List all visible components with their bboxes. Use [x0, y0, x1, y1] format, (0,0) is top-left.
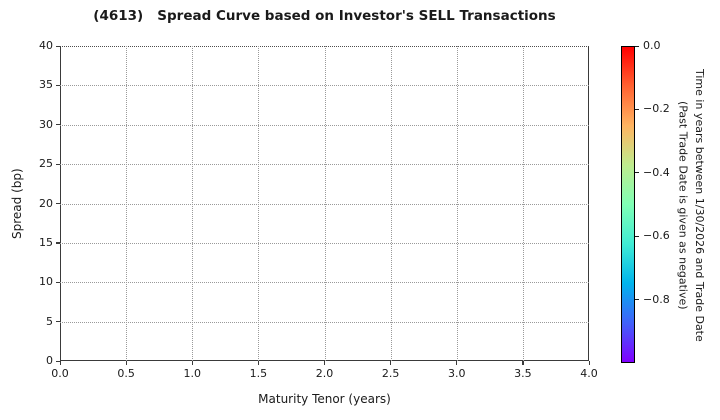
gridline-y	[60, 85, 589, 87]
x-tick-label: 1.5	[249, 367, 268, 380]
y-tick-mark	[56, 124, 60, 126]
y-tick-label: 20	[39, 196, 53, 210]
colorbar-label-line1: Time in years between 1/30/2026 and Trad…	[693, 68, 706, 342]
y-tick-mark	[56, 360, 60, 362]
y-tick-label: 30	[39, 117, 53, 131]
colorbar-tick-label: −0.2	[643, 102, 670, 116]
gridline-y	[60, 282, 589, 284]
x-tick-mark	[588, 361, 590, 365]
x-tick-mark	[59, 361, 61, 365]
x-tick-label: 0.5	[117, 367, 135, 380]
colorbar-tick-mark	[635, 299, 639, 301]
gridline-y	[60, 203, 589, 205]
y-tick-label: 15	[39, 235, 53, 249]
x-tick-mark	[390, 361, 392, 365]
x-tick-label: 3.0	[448, 367, 466, 380]
colorbar-label: Time in years between 1/30/2026 and Trad…	[674, 40, 707, 370]
x-tick-label: 2.0	[315, 367, 334, 380]
x-tick-label: 2.5	[381, 367, 400, 380]
x-tick-label: 0.0	[51, 367, 69, 380]
gridline-y	[60, 242, 589, 244]
y-tick-mark	[56, 163, 60, 165]
colorbar-tick-mark	[635, 235, 639, 237]
x-tick-mark	[257, 361, 260, 365]
gridline-y	[60, 321, 589, 323]
y-tick-label: 35	[39, 78, 53, 92]
colorbar-tick-mark	[635, 108, 639, 111]
x-tick-mark	[522, 361, 524, 365]
colorbar-tick-label: 0.0	[643, 39, 661, 52]
colorbar-label-line2: (Past Trade Date is given as negative)	[676, 100, 690, 310]
x-tick-label: 1.0	[183, 367, 202, 380]
y-tick-mark	[56, 84, 60, 87]
colorbar-tick-mark	[635, 45, 639, 47]
colorbar-tick-label: −0.6	[643, 229, 670, 243]
colorbar-tick-label: −0.8	[643, 292, 670, 306]
y-tick-label: 5	[46, 314, 53, 328]
y-tick-mark	[56, 45, 60, 47]
y-tick-label: 10	[39, 275, 53, 289]
y-tick-mark	[56, 242, 60, 244]
gridline-y	[60, 124, 589, 126]
y-tick-mark	[56, 321, 60, 323]
x-tick-label: 4.0	[580, 367, 598, 380]
y-axis-label: Spread (bp)	[10, 168, 24, 239]
x-tick-mark	[456, 361, 458, 365]
y-tick-mark	[56, 281, 60, 283]
colorbar-gradient	[621, 46, 635, 363]
x-tick-label: 3.5	[514, 367, 532, 380]
y-tick-label: 40	[39, 39, 53, 52]
x-tick-mark	[191, 361, 193, 365]
chart-title: (4613) Spread Curve based on Investor's …	[93, 8, 556, 24]
colorbar-tick-label: −0.4	[643, 165, 670, 179]
x-axis-label: Maturity Tenor (years)	[258, 392, 391, 406]
y-tick-label: 0	[46, 354, 53, 367]
y-tick-label: 25	[39, 157, 53, 171]
y-tick-mark	[56, 203, 60, 205]
x-tick-mark	[125, 361, 127, 365]
gridline-y	[60, 164, 589, 166]
colorbar-tick-mark	[635, 172, 639, 174]
x-tick-mark	[324, 361, 326, 365]
